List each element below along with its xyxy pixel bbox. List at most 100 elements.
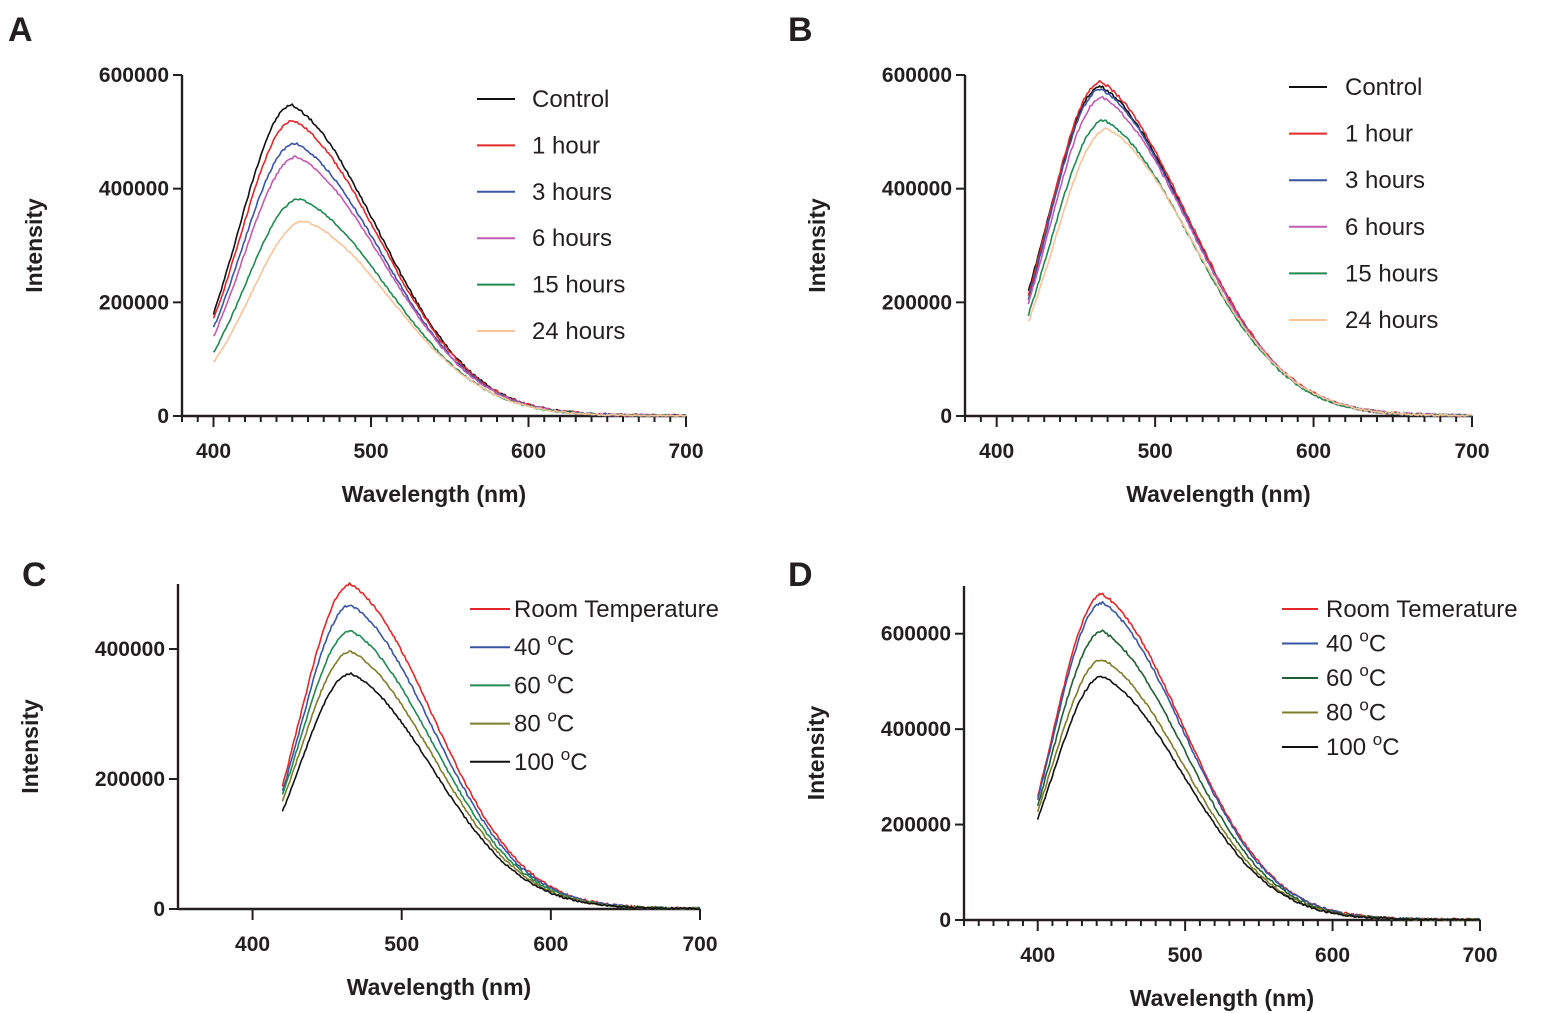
chart-a: 0 200000 400000 600000 400 500 600 700 Wavelengt… [21,64,704,507]
y-tick-label: 600000 [882,64,952,87]
y-tick-label: 200000 [882,291,952,314]
legend-item: 15 hours [1289,260,1438,287]
panel-letter-a: A [8,11,33,49]
series-line-1 [1036,600,1481,921]
y-axis-title: Intensity [804,198,830,293]
legend-label: 40 oC [514,630,574,661]
y-tick-label: 0 [157,405,169,428]
x-tick-label: 400 [235,933,270,956]
series-line-4 [281,672,701,910]
legend-label: 1 hour [532,132,600,159]
x-tick-label: 400 [979,440,1014,463]
chart-d: 0 200000 400000 600000 400 500 600 700 Wavelengt… [803,586,1518,1011]
y-tick-label: 600000 [881,623,951,646]
x-tick-label: 700 [1462,944,1497,967]
legend-item: Control [477,86,609,113]
legend-item: 60 oC [470,668,574,699]
legend-label: Control [1345,74,1422,101]
legend-label: 6 hours [1345,214,1425,241]
y-tick-label: 200000 [95,768,165,791]
legend-label: 15 hours [1345,260,1438,287]
legend-item: 100 oC [1282,730,1400,761]
legend-item: 100 oC [470,745,588,776]
x-tick-label: 700 [682,933,717,956]
y-tick-label: 400000 [99,178,169,201]
legend-item: 60 oC [1282,661,1386,692]
series-line-0 [212,103,687,417]
legend-label: 24 hours [532,318,625,345]
x-tick-label: 400 [196,440,231,463]
x-axis-title: Wavelength (nm) [1126,481,1310,507]
y-tick-label: 400000 [882,178,952,201]
legend-label: Control [532,86,609,113]
x-axis-title: Wavelength (nm) [347,974,531,1000]
panel-a: A 0 200000 400000 600000 400 500 600 700 Wavelen… [8,11,704,507]
x-tick-label: 700 [1454,440,1489,463]
x-tick-label: 600 [1315,944,1350,967]
x-tick-label: 500 [1138,440,1173,463]
x-tick-label: 700 [668,440,703,463]
legend-item: 40 oC [470,630,574,661]
legend-item: Room Temerature [1282,596,1518,623]
legend-label: 60 oC [1326,661,1386,692]
legend-item: 1 hour [477,132,600,159]
legend-item: 24 hours [477,318,625,345]
legend-item: 6 hours [477,225,612,252]
legend-label: 15 hours [532,272,625,299]
x-tick-label: 600 [511,440,546,463]
panel-letter-b: B [788,11,813,49]
series-line-2 [281,629,701,910]
x-tick-label: 600 [1296,440,1331,463]
legend-label: 3 hours [1345,167,1425,194]
legend-item: 6 hours [1289,214,1425,241]
y-tick-label: 200000 [881,814,951,837]
legend-label: Room Temperature [514,596,719,623]
series-line-3 [281,650,700,910]
y-tick-label: 400000 [881,718,951,741]
series-line-5 [212,220,687,417]
y-axis-title: Intensity [17,699,43,794]
legend-label: 1 hour [1345,121,1413,148]
y-axis-title: Intensity [803,706,829,801]
series-line-1 [212,120,687,417]
legend-label: 60 oC [514,668,574,699]
legend: Room Temperature 40 oC 60 oC 80 oC 100 oC [470,596,719,776]
legend-item: 40 oC [1282,627,1386,658]
legend-label: 3 hours [532,179,612,206]
y-axis-title: Intensity [21,198,47,293]
panel-c: C 0 200000 400000 400 500 600 700 Wavelength (n… [17,556,719,1000]
x-axis-title: Wavelength (nm) [1130,985,1314,1011]
legend-label: 100 oC [1326,730,1400,761]
legend-item: Room Temperature [470,596,719,623]
y-tick-label: 200000 [99,291,169,314]
legend: Control 1 hour 3 hours 6 hours 15 hours 24 ho… [477,86,625,345]
y-tick-label: 0 [939,909,951,932]
series-line-1 [281,604,701,910]
legend-label: 24 hours [1345,307,1438,334]
y-tick-label: 400000 [95,638,165,661]
legend-label: Room Temerature [1326,596,1518,623]
legend-item: 1 hour [1289,121,1413,148]
panel-letter-d: D [788,556,813,594]
chart-c: 0 200000 400000 400 500 600 700 Wavelength (nm)… [17,582,719,1000]
y-tick-label: 0 [940,405,952,428]
legend: Control 1 hour 3 hours 6 hours 15 hours 24 ho… [1289,74,1438,334]
legend-label: 6 hours [532,225,612,252]
series-line-5 [1027,127,1473,417]
y-tick-label: 600000 [99,64,169,87]
series-line-3 [1036,659,1480,921]
panel-b: B 0 200000 400000 600000 400 500 600 700 Wavelen… [788,11,1490,507]
legend-label: 40 oC [1326,627,1386,658]
legend-item: 15 hours [477,272,625,299]
series-line-0 [1036,592,1481,921]
panel-d: D 0 200000 400000 600000 400 500 600 700 Wavelen… [788,556,1518,1011]
legend-item: 80 oC [1282,696,1386,727]
panel-letter-c: C [22,556,47,594]
legend-label: 100 oC [514,745,588,776]
legend-label: 80 oC [514,707,574,738]
series-line-4 [212,198,686,417]
x-tick-label: 500 [353,440,388,463]
x-axis-title: Wavelength (nm) [342,481,526,507]
